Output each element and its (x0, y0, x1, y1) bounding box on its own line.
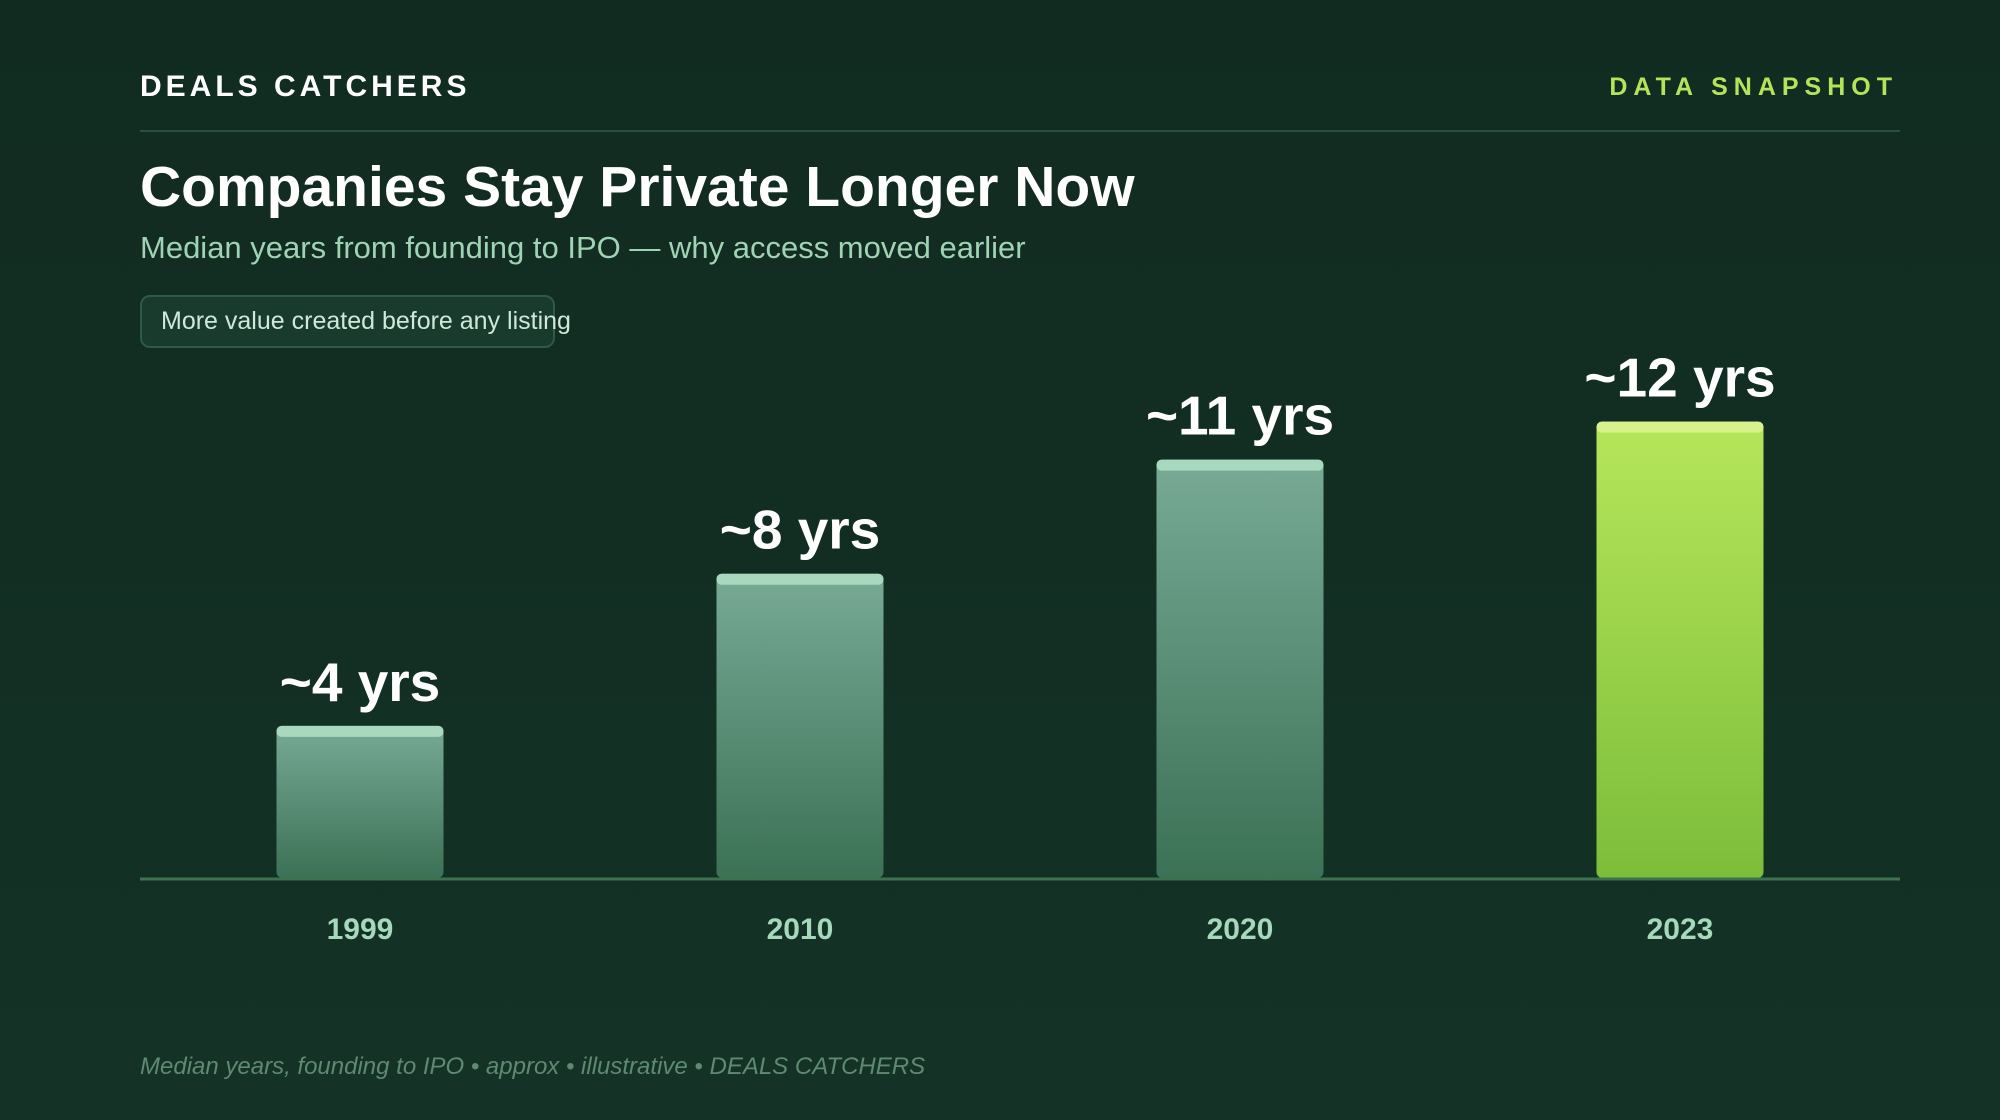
x-tick-label-2020: 2020 (1207, 913, 1274, 946)
footnote: Median years, founding to IPO • approx •… (140, 1053, 926, 1080)
data-label-2010: ~8 yrs (720, 499, 881, 561)
x-tick-label-2023: 2023 (1647, 913, 1714, 946)
section-tag: DATA SNAPSHOT (1609, 73, 1898, 101)
bar-cap-2020 (1156, 459, 1324, 471)
callout-badge: More value created before any listing (140, 295, 571, 348)
brand-name: DEALS CATCHERS (140, 70, 471, 103)
bar-cap-2010 (716, 573, 884, 585)
bar-1999 (276, 725, 444, 878)
x-tick-label-1999: 1999 (327, 913, 394, 946)
x-tick-label-2010: 2010 (767, 913, 834, 946)
bar-2023 (1596, 421, 1764, 878)
header-divider (140, 130, 1900, 132)
bar-2010 (716, 573, 884, 878)
bar-cap-1999 (276, 725, 444, 737)
data-label-2023: ~12 yrs (1584, 347, 1775, 409)
page-subtitle: Median years from founding to IPO — why … (140, 230, 1026, 265)
bar-2020 (1156, 459, 1324, 878)
page-title: Companies Stay Private Longer Now (140, 155, 1135, 219)
bar-cap-2023 (1596, 421, 1764, 433)
data-label-1999: ~4 yrs (280, 651, 441, 713)
data-label-2020: ~11 yrs (1146, 385, 1334, 447)
